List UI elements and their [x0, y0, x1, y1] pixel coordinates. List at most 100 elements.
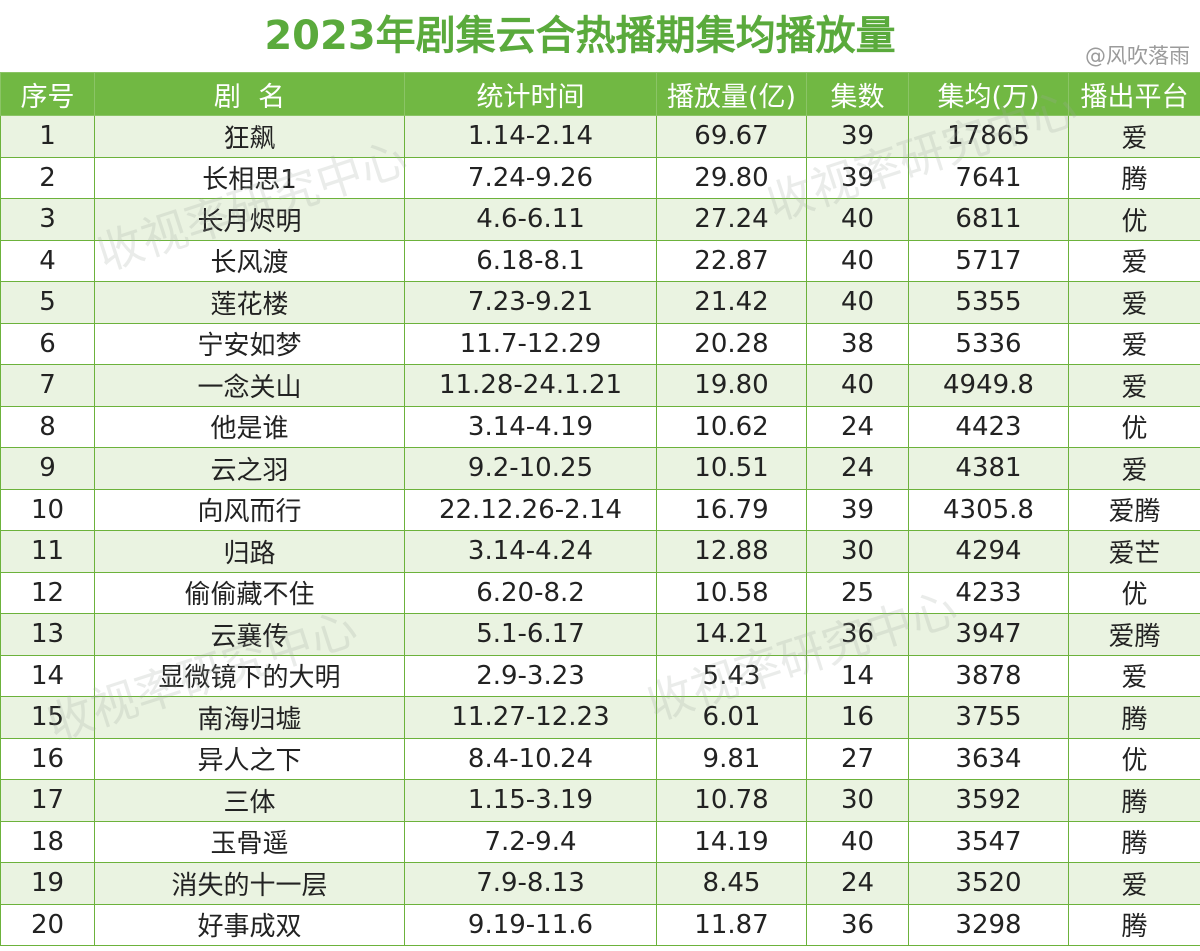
- table-row: 14 显微镜下的大明 2.9-3.23 5.43 14 3878 爱: [0, 654, 1200, 697]
- cell-period: 7.2-9.4: [404, 820, 657, 863]
- cell-rank: 4: [0, 239, 95, 282]
- cell-platform: 优: [1068, 405, 1200, 448]
- cell-avg: 4294: [908, 530, 1069, 573]
- table-row: 16 异人之下 8.4-10.24 9.81 27 3634 优: [0, 737, 1200, 780]
- cell-rank: 19: [0, 862, 95, 905]
- cell-views: 19.80: [656, 364, 807, 407]
- cell-platform: 优: [1068, 737, 1200, 780]
- header-views: 播放量(亿): [656, 72, 807, 116]
- cell-platform: 爱: [1068, 322, 1200, 365]
- cell-avg: 5717: [908, 239, 1069, 282]
- cell-rank: 14: [0, 654, 95, 697]
- cell-episodes: 24: [806, 405, 909, 448]
- cell-platform: 腾: [1068, 156, 1200, 199]
- cell-rank: 2: [0, 156, 95, 199]
- cell-views: 12.88: [656, 530, 807, 573]
- table-row: 6 宁安如梦 11.7-12.29 20.28 38 5336 爱: [0, 322, 1200, 365]
- cell-platform: 腾: [1068, 903, 1200, 946]
- cell-period: 3.14-4.24: [404, 530, 657, 573]
- cell-views: 6.01: [656, 696, 807, 739]
- cell-avg: 4381: [908, 447, 1069, 490]
- cell-rank: 1: [0, 115, 95, 158]
- header-platform: 播出平台: [1068, 72, 1200, 116]
- cell-platform: 爱腾: [1068, 488, 1200, 531]
- cell-title: 长风渡: [94, 239, 405, 282]
- table-header-row: 序号 剧 名 统计时间 播放量(亿) 集数 集均(万) 播出平台: [0, 72, 1200, 116]
- cell-platform: 腾: [1068, 696, 1200, 739]
- cell-rank: 7: [0, 364, 95, 407]
- cell-title: 向风而行: [94, 488, 405, 531]
- cell-platform: 爱: [1068, 862, 1200, 905]
- cell-title: 偷偷藏不住: [94, 571, 405, 614]
- cell-period: 4.6-6.11: [404, 198, 657, 241]
- cell-views: 9.81: [656, 737, 807, 780]
- cell-period: 9.19-11.6: [404, 903, 657, 946]
- cell-platform: 爱腾: [1068, 613, 1200, 656]
- cell-title: 长相思1: [94, 156, 405, 199]
- cell-episodes: 40: [806, 239, 909, 282]
- table-row: 12 偷偷藏不住 6.20-8.2 10.58 25 4233 优: [0, 571, 1200, 614]
- cell-rank: 16: [0, 737, 95, 780]
- cell-rank: 5: [0, 281, 95, 324]
- cell-title: 莲花楼: [94, 281, 405, 324]
- cell-episodes: 14: [806, 654, 909, 697]
- cell-episodes: 24: [806, 862, 909, 905]
- cell-avg: 5355: [908, 281, 1069, 324]
- cell-episodes: 30: [806, 530, 909, 573]
- cell-platform: 爱: [1068, 115, 1200, 158]
- cell-title: 他是谁: [94, 405, 405, 448]
- cell-avg: 4949.8: [908, 364, 1069, 407]
- table-row: 2 长相思1 7.24-9.26 29.80 39 7641 腾: [0, 156, 1200, 199]
- cell-views: 22.87: [656, 239, 807, 282]
- cell-episodes: 38: [806, 322, 909, 365]
- cell-period: 1.14-2.14: [404, 115, 657, 158]
- cell-views: 10.58: [656, 571, 807, 614]
- cell-period: 11.27-12.23: [404, 696, 657, 739]
- cell-title: 宁安如梦: [94, 322, 405, 365]
- cell-title: 一念关山: [94, 364, 405, 407]
- cell-episodes: 24: [806, 447, 909, 490]
- cell-avg: 3298: [908, 903, 1069, 946]
- cell-rank: 10: [0, 488, 95, 531]
- cell-rank: 17: [0, 779, 95, 822]
- cell-rank: 9: [0, 447, 95, 490]
- cell-period: 11.7-12.29: [404, 322, 657, 365]
- header-title: 剧 名: [94, 72, 405, 116]
- cell-views: 10.62: [656, 405, 807, 448]
- cell-avg: 17865: [908, 115, 1069, 158]
- cell-episodes: 40: [806, 198, 909, 241]
- table-row: 17 三体 1.15-3.19 10.78 30 3592 腾: [0, 779, 1200, 822]
- cell-views: 8.45: [656, 862, 807, 905]
- cell-title: 消失的十一层: [94, 862, 405, 905]
- cell-views: 27.24: [656, 198, 807, 241]
- cell-period: 5.1-6.17: [404, 613, 657, 656]
- cell-period: 7.23-9.21: [404, 281, 657, 324]
- cell-rank: 3: [0, 198, 95, 241]
- cell-platform: 腾: [1068, 820, 1200, 863]
- cell-period: 7.9-8.13: [404, 862, 657, 905]
- cell-period: 11.28-24.1.21: [404, 364, 657, 407]
- cell-period: 1.15-3.19: [404, 779, 657, 822]
- table-row: 3 长月烬明 4.6-6.11 27.24 40 6811 优: [0, 198, 1200, 241]
- cell-views: 5.43: [656, 654, 807, 697]
- cell-avg: 3947: [908, 613, 1069, 656]
- cell-episodes: 40: [806, 820, 909, 863]
- cell-period: 6.18-8.1: [404, 239, 657, 282]
- cell-avg: 3520: [908, 862, 1069, 905]
- cell-episodes: 40: [806, 364, 909, 407]
- cell-episodes: 25: [806, 571, 909, 614]
- table-row: 18 玉骨遥 7.2-9.4 14.19 40 3547 腾: [0, 820, 1200, 863]
- cell-rank: 8: [0, 405, 95, 448]
- cell-views: 11.87: [656, 903, 807, 946]
- author-credit: @风吹落雨: [1085, 44, 1190, 68]
- cell-title: 异人之下: [94, 737, 405, 780]
- cell-period: 7.24-9.26: [404, 156, 657, 199]
- cell-period: 3.14-4.19: [404, 405, 657, 448]
- cell-views: 29.80: [656, 156, 807, 199]
- cell-title: 显微镜下的大明: [94, 654, 405, 697]
- cell-rank: 15: [0, 696, 95, 739]
- cell-rank: 11: [0, 530, 95, 573]
- cell-views: 14.21: [656, 613, 807, 656]
- cell-avg: 3755: [908, 696, 1069, 739]
- cell-views: 14.19: [656, 820, 807, 863]
